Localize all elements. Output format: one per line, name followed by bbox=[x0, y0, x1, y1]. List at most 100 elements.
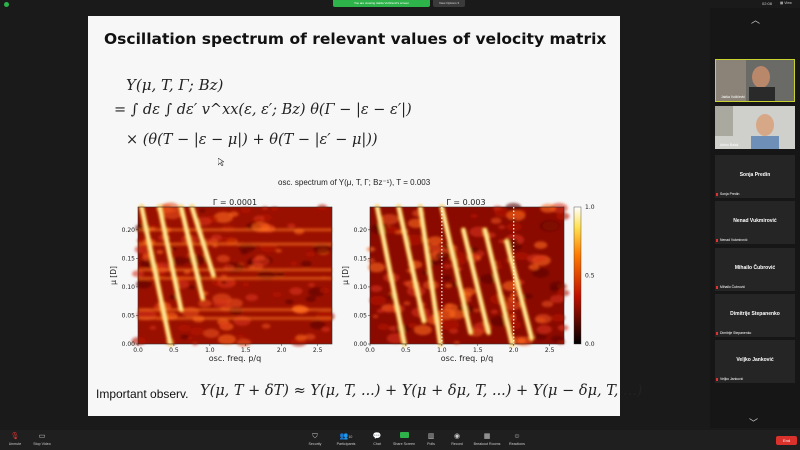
y-tick-label: 0.10 bbox=[122, 284, 136, 291]
share-screen-button[interactable]: Share Screen bbox=[389, 432, 419, 446]
participant-tile[interactable]: Veljko Janković Veljko Janković bbox=[715, 340, 795, 383]
unmute-button[interactable]: 🎙 Unmute bbox=[0, 432, 30, 446]
breakout-rooms-button[interactable]: ▦ Breakout Rooms bbox=[472, 432, 502, 446]
y-tick-label: 0.05 bbox=[354, 312, 368, 319]
heatmap-speckle bbox=[556, 212, 570, 220]
end-meeting-button[interactable]: End bbox=[776, 436, 797, 445]
heatmap-speckle bbox=[131, 336, 146, 346]
slide-title: Oscillation spectrum of relevant values … bbox=[104, 30, 607, 48]
participants-icon: 👥10 bbox=[339, 433, 353, 440]
x-axis-label: osc. freq. p/q bbox=[441, 354, 493, 363]
heatmap-speckle bbox=[441, 275, 452, 281]
heatmap-speckle bbox=[370, 285, 383, 293]
heatmap-speckle bbox=[369, 295, 387, 306]
participant-tile[interactable]: Antun Balaž bbox=[715, 106, 795, 149]
record-button[interactable]: ◉ Record bbox=[442, 432, 472, 446]
heatmap-speckle bbox=[198, 208, 206, 213]
heatmap-speckle bbox=[313, 243, 332, 254]
chat-label: Chat bbox=[373, 442, 381, 446]
y-tick-label: 0.20 bbox=[122, 227, 136, 234]
participant-tile[interactable]: Dimitrije Stepanenko Dimitrije Stepanenk… bbox=[715, 294, 795, 337]
heatmap-speckle bbox=[537, 255, 548, 261]
participant-name: Antun Balaž bbox=[720, 143, 739, 147]
heatmap-speckle bbox=[541, 300, 554, 308]
heatmap-speckle bbox=[470, 213, 478, 219]
heatmap-speckle bbox=[295, 334, 307, 341]
chevron-down-icon[interactable]: ﹀ bbox=[749, 418, 759, 428]
view-button[interactable]: ▦ View bbox=[780, 1, 794, 7]
security-button[interactable]: ⛉ Security bbox=[300, 432, 330, 446]
participant-tile[interactable]: Mihailo Čubrović Mihailo Čubrović bbox=[715, 248, 795, 291]
stop-video-label: Stop Video bbox=[33, 442, 51, 446]
participant-name: Dimitrije Stepanenko bbox=[720, 331, 752, 335]
heatmap-speckle bbox=[549, 281, 564, 290]
participant-tile[interactable]: Jakša Vučičević bbox=[715, 59, 795, 102]
heatmap-speckle bbox=[443, 303, 458, 312]
observation-equation: Y(μ, T + δT) ≈ Y(μ, T, ...) + Y(μ + δμ, … bbox=[200, 383, 643, 399]
x-tick-label: 0.5 bbox=[401, 347, 411, 354]
heatmap-speckle bbox=[270, 206, 279, 212]
reactions-label: Reactions bbox=[509, 442, 525, 446]
heatmap-speckle bbox=[444, 283, 452, 288]
heatmap-speckle bbox=[384, 226, 398, 234]
x-tick-label: 0.0 bbox=[365, 347, 375, 354]
polls-button[interactable]: ▥ Polls bbox=[416, 432, 446, 446]
participant-name-large: Dimitrije Stepanenko bbox=[730, 311, 780, 317]
participant-name-large: Nenad Vukmirović bbox=[733, 218, 777, 224]
participant-tile[interactable]: Sonja Predin Sonja Predin bbox=[715, 155, 795, 198]
unmute-label: Unmute bbox=[8, 442, 22, 446]
chevron-up-icon[interactable]: ︿ bbox=[751, 15, 761, 25]
heatmap-speckle bbox=[309, 320, 326, 330]
heatmap-figure: Γ = 0.0001 Γ = 0.003 0.0 0.5 1.0 0.0 0.5 1.0… bbox=[109, 198, 595, 363]
muted-mic-icon bbox=[716, 378, 718, 381]
heatmap-speckle bbox=[534, 314, 552, 324]
heatmap-speckle bbox=[221, 280, 227, 284]
chat-button[interactable]: 💬 Chat bbox=[362, 432, 392, 446]
participants-label: Participants bbox=[336, 442, 356, 446]
view-options-button[interactable]: View Options ▾ bbox=[433, 0, 465, 7]
heatmap-speckle bbox=[376, 308, 385, 314]
participant-name: Jakša Vučičević bbox=[721, 95, 745, 99]
heatmap-speckle bbox=[495, 264, 503, 269]
x-tick-label: 1.5 bbox=[473, 347, 483, 354]
y-tick-label: 0.05 bbox=[122, 312, 136, 319]
heatmap-speckle bbox=[557, 324, 569, 331]
heatmap-ridge-core bbox=[505, 240, 533, 340]
equation-line-1: Y(μ, T, Γ; Bz) bbox=[126, 76, 224, 94]
heatmap-band bbox=[138, 276, 332, 280]
heatmap-speckle bbox=[240, 207, 251, 214]
reactions-button[interactable]: ☺ Reactions bbox=[502, 432, 532, 446]
heatmap-ridge-core bbox=[462, 228, 490, 334]
heatmap-speckle bbox=[528, 264, 540, 271]
heatmap-band bbox=[138, 242, 332, 246]
heatmap-speckle bbox=[252, 256, 270, 267]
stop-video-button[interactable]: ▭ Stop Video bbox=[27, 432, 57, 446]
heatmap-speckle bbox=[236, 338, 251, 347]
heatmap-speckle bbox=[380, 213, 399, 225]
equation-line-2: = ∫ dε ∫ dε′ v^xx(ε, ε′; Bz) θ(Γ − |ε − … bbox=[114, 102, 412, 118]
heatmap-speckle bbox=[254, 218, 262, 223]
heatmap-speckle bbox=[285, 299, 294, 305]
record-label: Record bbox=[451, 442, 463, 446]
heatmap-speckle bbox=[321, 326, 331, 332]
heatmap-speckle bbox=[203, 328, 220, 338]
heatmap-ridge-core bbox=[440, 206, 472, 334]
heatmap-speckle bbox=[508, 316, 517, 321]
participant-tile[interactable]: Nenad Vukmirović Nenad Vukmirović bbox=[715, 201, 795, 244]
heatmap-speckle bbox=[510, 218, 517, 223]
participants-button[interactable]: 👥10 Participants bbox=[331, 432, 361, 446]
heatmap-speckle bbox=[213, 211, 234, 223]
heatmap-speckle bbox=[290, 261, 298, 266]
heatmap-speckle bbox=[427, 236, 443, 245]
muted-mic-icon bbox=[716, 332, 718, 335]
heatmap-speckle bbox=[557, 289, 570, 297]
heatmap-speckle bbox=[300, 260, 312, 267]
heatmap-speckle bbox=[453, 341, 460, 345]
heatmap-speckle bbox=[503, 300, 521, 311]
heatmap-speckle bbox=[536, 325, 552, 334]
x-tick-label: 1.0 bbox=[205, 347, 215, 354]
grid-icon: ▦ bbox=[780, 1, 785, 5]
polls-label: Polls bbox=[427, 442, 435, 446]
heatmap-speckle bbox=[479, 273, 498, 284]
heatmap-ridge-core bbox=[190, 206, 215, 277]
